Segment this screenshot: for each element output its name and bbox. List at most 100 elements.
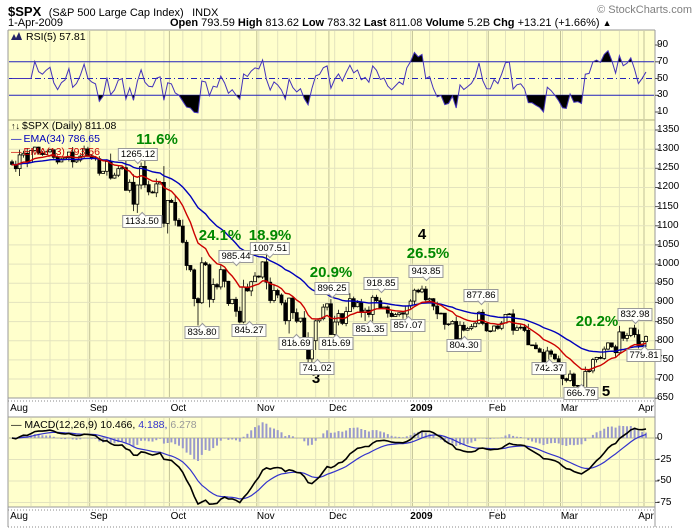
quote-field-label: High (237, 17, 263, 29)
macd-histogram-bar (254, 427, 256, 438)
candle-body (606, 342, 610, 350)
macd-histogram-bar (223, 438, 226, 439)
macd-histogram-bar (512, 435, 515, 438)
macd-axis-label: -25 (657, 453, 672, 465)
macd-histogram-bar (143, 438, 146, 441)
price-legend: ↑↓ $SPX (Daily) 811.08— EMA(34) 786.65— EMA… (11, 120, 116, 159)
price-callout: 918.85 (363, 277, 399, 290)
candle-body (526, 329, 531, 346)
quote-field-value: +13.21 (+1.66%) (514, 17, 603, 29)
candle-body (518, 326, 523, 329)
macd-histogram-bar (83, 438, 86, 439)
candle-body (446, 323, 451, 326)
macd-histogram-bar (504, 435, 507, 438)
macd-histogram-bar (261, 422, 264, 438)
quote-date: 1-Apr-2009 (8, 17, 64, 29)
quote-field-value: 783.32 (324, 17, 364, 29)
macd-histogram-bar (451, 438, 454, 444)
candle-body (488, 330, 493, 332)
macd-histogram-bar (117, 438, 120, 443)
macd-histogram-bar (250, 430, 253, 438)
candle-body (495, 325, 500, 329)
candle-body (211, 284, 216, 300)
candle-body (169, 199, 174, 203)
price-axis-label: 650 (657, 392, 674, 404)
candle-body (32, 146, 37, 151)
candle-body (173, 201, 178, 221)
macd-histogram-bar (364, 430, 367, 438)
candle-body (21, 152, 26, 156)
candle-body (44, 151, 49, 155)
macd-histogram-bar (360, 429, 363, 438)
macd-histogram-bar (33, 434, 36, 438)
macd-histogram-bar (113, 438, 116, 444)
candle-body (427, 298, 432, 301)
price-axis-label: 750 (657, 353, 674, 365)
candle-body (549, 350, 553, 355)
rsi-extreme-fill (436, 95, 459, 108)
candle-body (226, 280, 231, 304)
macd-histogram-bar (246, 433, 249, 438)
macd-histogram-bar (595, 432, 598, 438)
macd-histogram-bar (561, 438, 564, 446)
macd-histogram-bar (37, 434, 40, 438)
macd-histogram-bar (170, 438, 173, 443)
month-label-macd: Oct (170, 511, 187, 522)
candle-body (150, 191, 155, 194)
percent-annotation: 20.9% (309, 264, 353, 281)
macd-histogram-bar (151, 438, 154, 442)
macd-histogram-bar (576, 438, 579, 445)
price-legend-ema34: — EMA(34) 786.65 (11, 133, 116, 146)
quote-field-value: 813.62 (262, 17, 303, 29)
macd-histogram-bar (421, 431, 423, 438)
macd-histogram-bar (436, 438, 439, 439)
price-callout: 845.27 (231, 324, 267, 337)
macd-histogram-bar (390, 435, 393, 438)
candle-body (48, 149, 52, 153)
macd-histogram-bar (402, 437, 404, 438)
candle-body (602, 348, 607, 359)
price-legend-ema13: — EMA(13) 793.56 (11, 146, 116, 159)
macd-histogram-bar (470, 438, 473, 443)
candle-body (442, 312, 447, 325)
price-callout: 742.37 (531, 362, 567, 375)
month-label-macd: Dec (328, 511, 347, 522)
candle-body (112, 174, 117, 179)
candle-body (473, 322, 478, 328)
price-callout: 832.98 (617, 308, 653, 321)
macd-histogram-bar (303, 438, 306, 442)
candle-body (477, 311, 481, 324)
price-callout: 857.07 (390, 319, 426, 332)
month-label: Mar (560, 403, 579, 414)
macd-histogram-bar (645, 432, 647, 438)
macd-histogram-bar (394, 436, 397, 438)
macd-histogram-bar (94, 438, 97, 439)
macd-histogram-bar (481, 438, 484, 439)
candle-body (594, 356, 599, 360)
candle-body (568, 373, 572, 381)
macd-histogram-bar (197, 438, 199, 461)
candle-body (439, 312, 443, 315)
candle-body (283, 302, 288, 322)
month-label: Apr (638, 403, 654, 414)
quote-field-label: Last (363, 17, 387, 29)
month-label-macd: Mar (560, 511, 579, 522)
candle-body (40, 152, 45, 155)
macd-histogram-bar (109, 438, 112, 443)
candle-body (116, 168, 121, 176)
rsi-extreme-fill (526, 95, 547, 112)
candle-body (131, 181, 136, 205)
candle-body (135, 184, 140, 205)
rsi-axis-label: 30 (657, 89, 669, 101)
price-axis-label: 850 (657, 315, 674, 327)
macd-histogram-bar (265, 423, 268, 438)
macd-histogram-bar (326, 430, 329, 438)
macd-histogram-bar (531, 438, 534, 442)
candle-body (67, 151, 71, 159)
price-callout: 1133.50 (122, 215, 162, 228)
candle-body (215, 284, 219, 288)
macd-histogram-bar (519, 437, 522, 438)
price-axis-label: 1250 (657, 162, 680, 174)
macd-histogram-bar (284, 436, 287, 438)
candle-body (207, 264, 212, 300)
